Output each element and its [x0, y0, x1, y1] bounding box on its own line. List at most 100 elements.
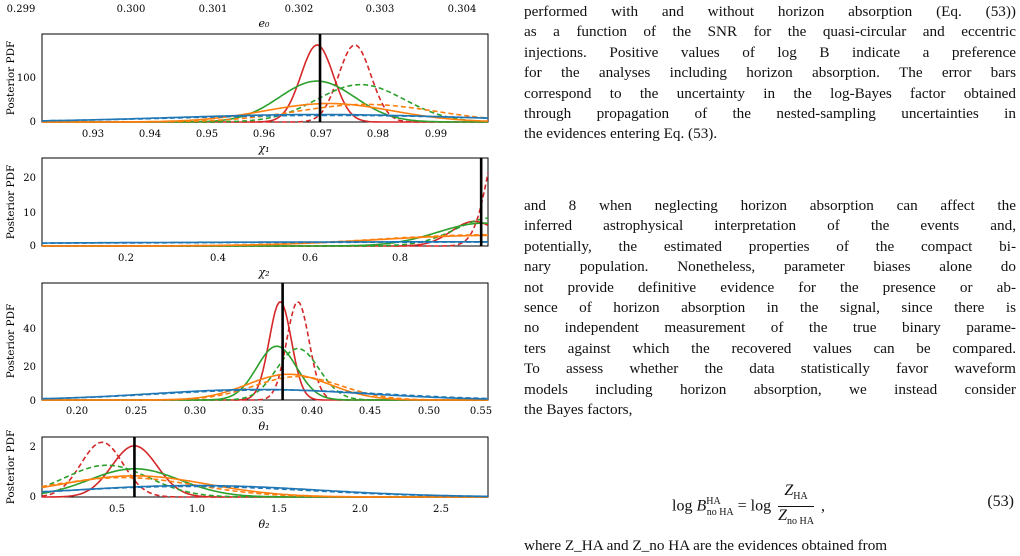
body-line: no independent measurement of the true b…: [524, 319, 1016, 337]
e0-tick: 0.303: [366, 4, 395, 15]
theta1-xtick: 0.50: [418, 406, 440, 417]
chi2-xtick: 0.2: [118, 253, 134, 264]
chi2-ylabel: Posterior PDF: [5, 165, 17, 240]
caption-line: as a function of the SNR for the quasi-c…: [524, 23, 1016, 41]
theta1-xtick: 0.30: [184, 406, 206, 417]
chi1-xtick: 0.97: [310, 129, 332, 140]
theta2-posterior-curve: [41, 474, 488, 498]
chi1-posterior-curve: [42, 114, 489, 122]
caption-line: correspond to the uncertainty in the log…: [524, 84, 1016, 102]
e0-axis-strip: 0.299 0.300 0.301 0.302 0.303 0.304 e₀: [7, 4, 477, 30]
theta1-ytick: 40: [23, 324, 36, 335]
theta1-xtick: 0.55: [470, 406, 492, 417]
theta1-curves: [41, 300, 489, 401]
chi1-xtick: 0.95: [196, 129, 218, 140]
theta2-ytick: 0: [30, 492, 36, 503]
chi1-panel: Posterior PDF 0 100 0.93 0.94 0.95 0.96 …: [5, 33, 489, 155]
theta2-xtick: 1.0: [189, 504, 205, 515]
chi1-ytick: 0: [30, 117, 36, 128]
e0-tick: 0.302: [285, 4, 314, 15]
theta1-ytick: 20: [23, 362, 36, 373]
caption-line: performed with and without horizon absor…: [524, 2, 1016, 22]
body-line: models including horizon absorption, we …: [524, 380, 1016, 398]
theta1-posterior-curve: [42, 375, 488, 401]
theta1-plot-frame: [41, 282, 489, 401]
chi2-xtick: 0.4: [210, 253, 226, 264]
body-line: nary population. Nonetheless, parameter …: [524, 258, 1016, 276]
body-line: the Bayes factors,: [524, 400, 633, 418]
chi1-xtick: 0.98: [367, 129, 389, 140]
theta1-xtick: 0.25: [125, 406, 147, 417]
theta1-posterior-curve: [42, 388, 488, 400]
theta1-xtick: 0.35: [242, 406, 264, 417]
e0-tick: 0.300: [117, 4, 146, 15]
chi1-xtick: 0.96: [253, 129, 275, 140]
theta2-xtick: 1.5: [271, 504, 287, 515]
caption-text: performed with and without horizon absor…: [524, 3, 1016, 20]
e0-axis-label: e₀: [259, 17, 271, 30]
theta1-xtick: 0.20: [66, 406, 88, 417]
theta1-xtick: 0.40: [301, 406, 323, 417]
theta1-posterior-curve: [42, 345, 488, 401]
chi2-panel: Posterior PDF 0 10 20 0.2 0.4 0.6 0.8 χ₂: [5, 157, 489, 279]
theta2-ytick: 2: [30, 442, 36, 453]
equation-number: (53): [987, 493, 1014, 510]
theta1-xtick: 0.45: [359, 406, 381, 417]
chi1-xlabel: χ₁: [257, 142, 269, 155]
theta1-posterior-curve: [41, 389, 489, 400]
chi1-ylabel: Posterior PDF: [5, 41, 17, 116]
posterior-figure: 0.299 0.300 0.301 0.302 0.303 0.304 e₀ P…: [5, 4, 492, 531]
theta1-posterior-curve: [42, 347, 488, 401]
chi1-xtick: 0.94: [139, 129, 161, 140]
theta1-ylabel: Posterior PDF: [5, 304, 17, 379]
equation-body: log BHAno HA = log ZHA Zno HA ,: [672, 482, 825, 531]
theta2-ylabel: Posterior PDF: [5, 430, 17, 505]
chi2-plot-frame: [41, 157, 489, 247]
chi1-xtick: 0.93: [82, 129, 104, 140]
chi1-curves: [42, 44, 489, 123]
e0-tick: 0.304: [448, 4, 477, 15]
chi2-posterior-curve: [42, 241, 488, 244]
e0-tick: 0.301: [199, 4, 228, 15]
trailing-text-line: where Z_HA and Z_no HA are the evidences…: [524, 537, 888, 554]
caption-line: injections. Positive values of log B ind…: [524, 43, 1016, 61]
body-line: inferred astrophysical interpretation of…: [524, 217, 1016, 235]
chi2-xtick: 0.6: [302, 253, 318, 264]
body-line: ters against which the recovered values …: [524, 339, 1016, 357]
theta1-ytick: 0: [30, 396, 36, 407]
chi1-posterior-curve: [42, 103, 489, 123]
theta1-xlabel: θ₁: [258, 420, 269, 433]
text-column: performed with and without horizon absor…: [524, 0, 1016, 554]
theta2-xlabel: θ₂: [258, 518, 269, 531]
theta1-panel: Posterior PDF 0 20 40 0.20 0.25 0.30 0.3…: [5, 282, 492, 433]
theta2-posterior-curve: [42, 445, 488, 498]
bayes-factor-equation: log BHAno HA = log ZHA Zno HA , (53): [524, 478, 1016, 527]
chi2-ytick: 10: [23, 208, 36, 219]
body-line: not provide definitive evidence for the …: [524, 278, 1016, 296]
chi2-ytick: 0: [30, 241, 36, 252]
chi1-ytick: 100: [17, 73, 36, 84]
theta2-xtick: 2.5: [433, 504, 449, 515]
body-line: and 8 when neglecting horizon absorption…: [524, 197, 1016, 214]
chi1-xtick: 0.99: [425, 129, 447, 140]
chi2-ytick: 20: [23, 173, 36, 184]
theta2-posterior-curve: [41, 485, 488, 498]
body-paragraph: and 8 when neglecting horizon absorption…: [524, 196, 1016, 420]
caption-line: through propagation of the nested-sampli…: [524, 104, 1016, 122]
figure-caption: performed with and without horizon absor…: [524, 2, 1016, 145]
chi2-posterior-curve: [42, 172, 489, 247]
body-line: sence of horizon absorption in the signa…: [524, 298, 1016, 316]
body-line: To assess whether the data statistically…: [524, 360, 1016, 378]
chi2-xtick: 0.8: [392, 253, 408, 264]
chi2-curves: [42, 172, 489, 247]
caption-line: for the analyses including horizon absor…: [524, 64, 1016, 82]
evidence-fraction: ZHA Zno HA: [778, 482, 814, 528]
chi2-posterior-curve: [42, 233, 489, 247]
e0-tick: 0.299: [7, 4, 36, 15]
theta2-curves: [41, 441, 489, 498]
theta2-panel: Posterior PDF 0 2 0.5 1.0 1.5 2.0 2.5 θ₂: [5, 430, 489, 531]
theta2-xtick: 0.5: [109, 504, 125, 515]
body-line: potentially, the estimated properties of…: [524, 237, 1016, 255]
theta2-posterior-curve: [41, 476, 488, 498]
caption-line: the evidences entering Eq. (53).: [524, 125, 718, 143]
